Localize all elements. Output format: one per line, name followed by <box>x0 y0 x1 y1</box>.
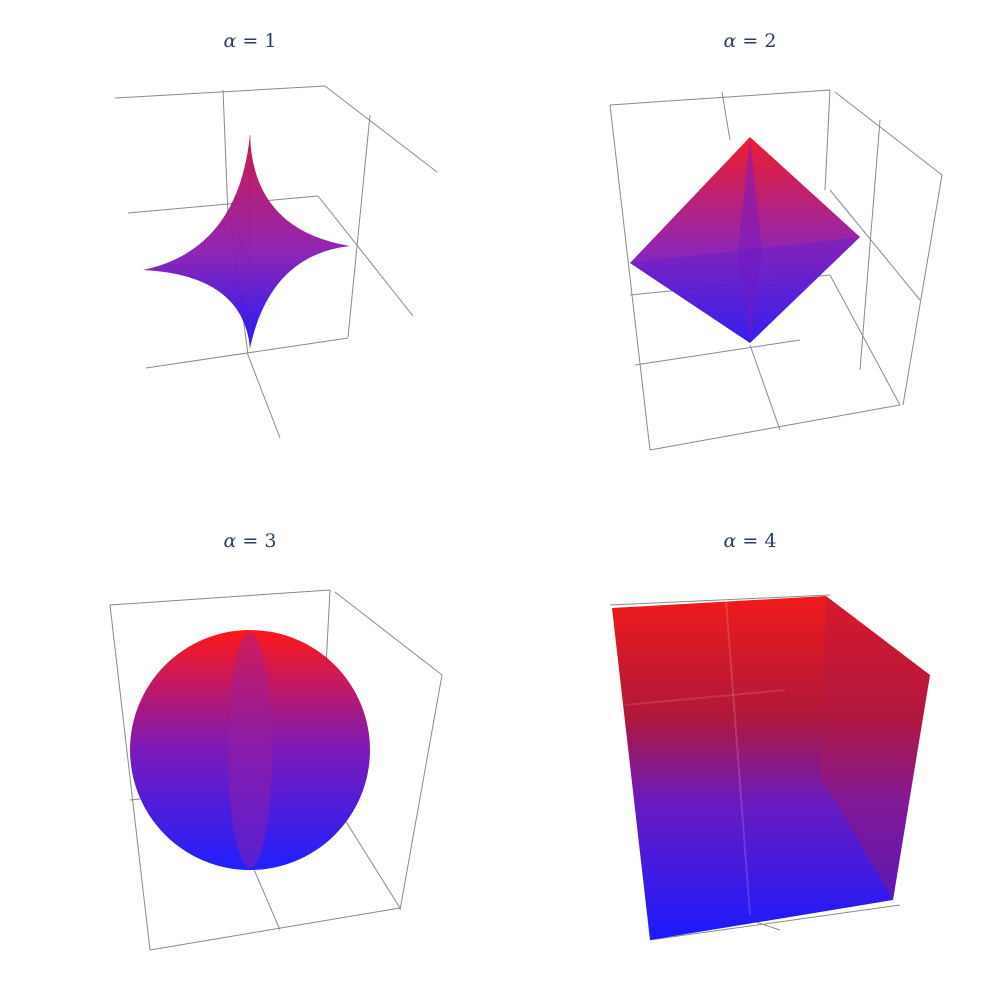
panel-alpha-4[interactable]: α = 4 <box>500 500 1000 1000</box>
astroid-surface <box>143 135 350 348</box>
scene-3d[interactable] <box>500 0 1000 500</box>
scene-3d[interactable] <box>0 500 500 1000</box>
scene-3d[interactable] <box>0 0 500 500</box>
octahedron-surface <box>630 137 860 343</box>
scene-3d[interactable] <box>500 500 1000 1000</box>
sphere-surface <box>130 630 370 870</box>
panel-alpha-3[interactable]: α = 3 <box>0 500 500 1000</box>
panel-alpha-1[interactable]: α = 1 <box>0 0 500 500</box>
panel-alpha-2[interactable]: α = 2 <box>500 0 1000 500</box>
cube-surface <box>612 596 930 940</box>
